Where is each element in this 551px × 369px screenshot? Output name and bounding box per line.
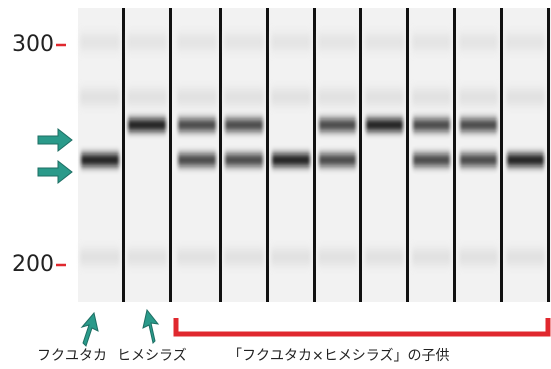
arrow [143, 310, 158, 343]
dna-band [178, 119, 216, 131]
faint-band [224, 92, 264, 102]
faint-band [459, 36, 498, 48]
faint-band [459, 252, 498, 262]
faint-band [271, 36, 311, 48]
arrow [82, 313, 98, 346]
dna-band [319, 154, 356, 166]
gel-figure: 300 200 フクユタカ ヒメシラズ 「フクユタカ×ヒメシラズ」の子供 [0, 0, 551, 369]
dna-band [366, 119, 403, 131]
faint-band [506, 252, 545, 262]
offspring-bracket [176, 318, 548, 334]
lane-divider [313, 8, 316, 302]
lane-divider [266, 8, 269, 302]
size-marker: 300 [12, 32, 54, 57]
faint-band [177, 36, 217, 48]
faint-band [224, 252, 264, 262]
dna-band [460, 154, 497, 166]
faint-band [506, 92, 545, 102]
faint-band [318, 252, 357, 262]
dna-band [81, 154, 119, 166]
dna-band [460, 119, 497, 131]
faint-band [271, 92, 311, 102]
faint-band [412, 36, 451, 48]
faint-band [365, 36, 404, 48]
faint-band [127, 36, 167, 48]
faint-band [80, 92, 120, 102]
dna-band [225, 119, 263, 131]
lane-divider [169, 8, 172, 302]
dna-band [413, 119, 450, 131]
dna-band [225, 154, 263, 166]
faint-band [177, 92, 217, 102]
lane-divider [500, 8, 503, 302]
lane-divider [453, 8, 456, 302]
dna-band [507, 154, 544, 166]
size-marker: 200 [12, 252, 54, 277]
faint-band [127, 92, 167, 102]
lane-label: 「フクユタカ×ヒメシラズ」の子供 [228, 348, 449, 364]
dna-band [413, 154, 450, 166]
faint-band [127, 252, 167, 262]
lane-label: ヒメシラズ [117, 348, 187, 364]
faint-band [318, 36, 357, 48]
lane-divider [219, 8, 222, 302]
lane-divider [122, 8, 125, 302]
faint-band [412, 252, 451, 262]
faint-band [177, 252, 217, 262]
dna-band [272, 154, 310, 166]
faint-band [412, 92, 451, 102]
lane-divider [359, 8, 362, 302]
faint-band [365, 252, 404, 262]
dna-band [128, 119, 166, 131]
faint-band [224, 36, 264, 48]
faint-band [80, 36, 120, 48]
lane-divider [547, 8, 550, 302]
lane-label: フクユタカ [37, 348, 107, 364]
faint-band [318, 92, 357, 102]
faint-band [271, 252, 311, 262]
faint-band [80, 252, 120, 262]
faint-band [459, 92, 498, 102]
dna-band [319, 119, 356, 131]
dna-band [178, 154, 216, 166]
faint-band [506, 36, 545, 48]
arrow [38, 161, 72, 183]
arrow [38, 129, 72, 151]
faint-band [365, 92, 404, 102]
lane-divider [406, 8, 409, 302]
